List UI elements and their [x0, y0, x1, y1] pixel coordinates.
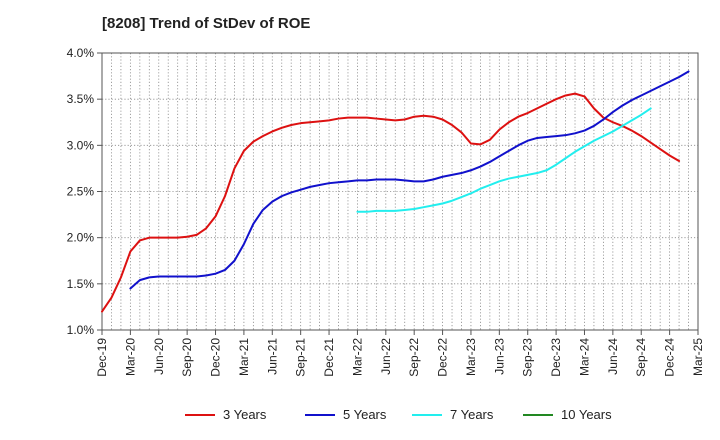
x-tick-label: Dec-22: [436, 338, 450, 377]
x-tick-label: Mar-25: [691, 338, 705, 376]
y-tick-label: 3.5%: [67, 92, 95, 106]
x-tick-label: Jun-23: [492, 338, 506, 375]
legend-label-7-years: 7 Years: [450, 407, 494, 422]
x-tick-label: Jun-21: [265, 338, 279, 375]
y-tick-label: 1.5%: [67, 277, 95, 291]
x-tick-label: Mar-23: [464, 338, 478, 376]
x-tick-label: Jun-22: [379, 338, 393, 375]
x-tick-label: Dec-20: [209, 338, 223, 377]
series-line-5-years: [129, 70, 690, 290]
series-line-3-years: [101, 92, 681, 313]
x-tick-label: Mar-22: [350, 338, 364, 376]
y-tick-label: 1.0%: [67, 323, 95, 337]
x-tick-label: Mar-24: [577, 338, 591, 376]
y-tick-label: 4.0%: [67, 46, 95, 60]
x-tick-label: Dec-21: [322, 338, 336, 377]
x-tick-label: Mar-21: [237, 338, 251, 376]
x-tick-label: Sep-21: [294, 338, 308, 377]
x-tick-label: Dec-24: [663, 338, 677, 377]
x-tick-label: Dec-19: [95, 338, 109, 377]
x-tick-label: Mar-20: [123, 338, 137, 376]
y-tick-label: 3.0%: [67, 138, 95, 152]
x-tick-label: Sep-20: [180, 338, 194, 377]
x-tick-label: Dec-23: [549, 338, 563, 377]
series-line-7-years: [356, 107, 652, 213]
x-tick-label: Sep-23: [521, 338, 535, 377]
x-tick-label: Jun-24: [606, 338, 620, 375]
x-tick-label: Jun-20: [152, 338, 166, 375]
legend-label-10-years: 10 Years: [561, 407, 612, 422]
legend-label-5-years: 5 Years: [343, 407, 387, 422]
legend-label-3-years: 3 Years: [223, 407, 267, 422]
x-tick-label: Sep-22: [407, 338, 421, 377]
x-tick-label: Sep-24: [634, 338, 648, 377]
chart-title: [8208] Trend of StDev of ROE: [102, 15, 311, 32]
y-tick-label: 2.5%: [67, 185, 95, 199]
y-tick-label: 2.0%: [67, 231, 95, 245]
